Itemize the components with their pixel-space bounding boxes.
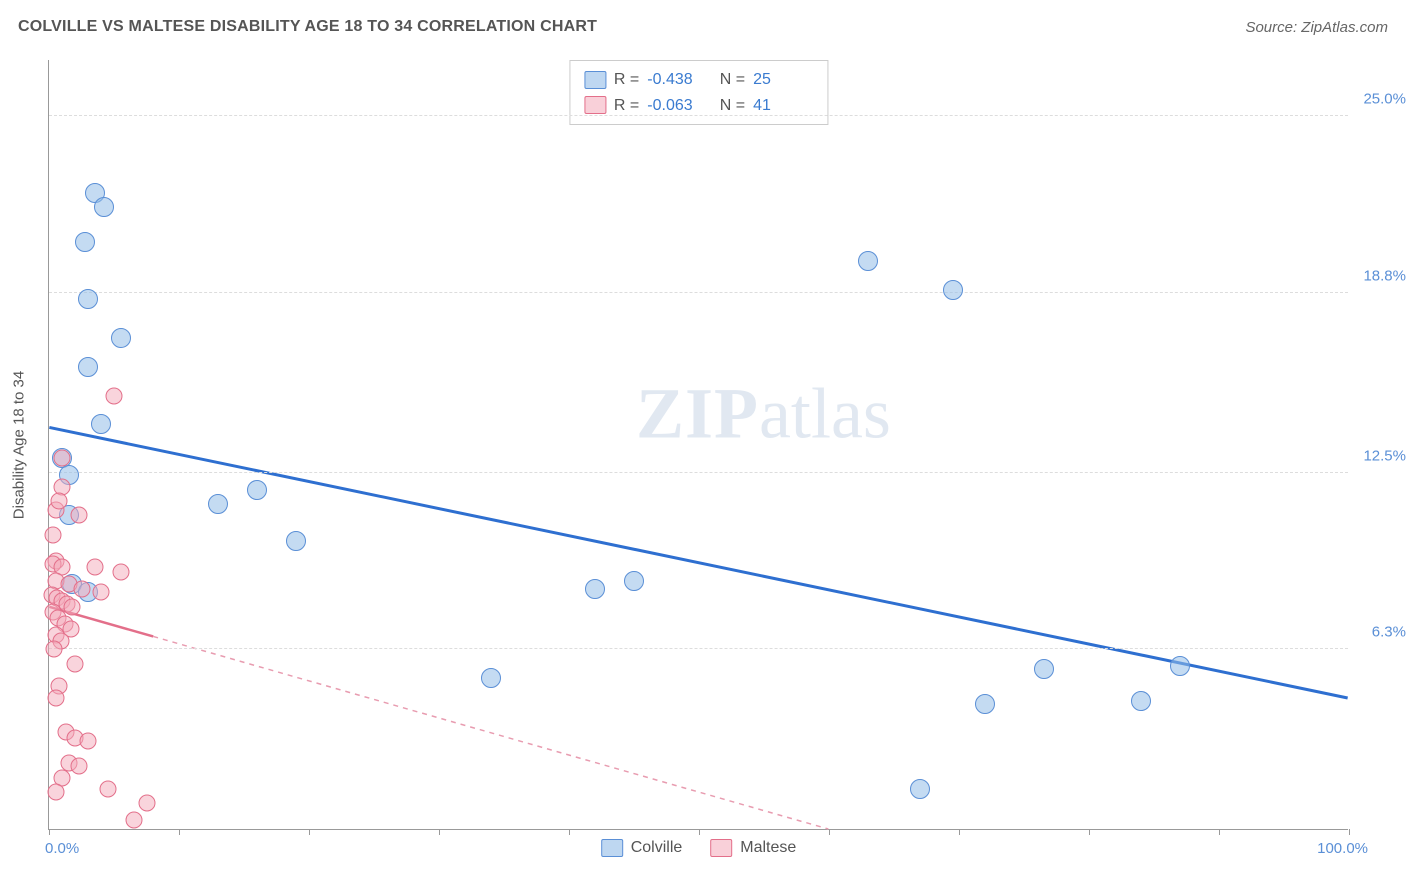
- legend-swatch: [601, 839, 623, 857]
- x-tick: [49, 829, 50, 835]
- data-point: [46, 641, 63, 658]
- legend-label: Maltese: [740, 839, 796, 857]
- data-point: [247, 480, 267, 500]
- data-point: [286, 531, 306, 551]
- data-point: [125, 812, 142, 829]
- y-axis-title: Disability Age 18 to 34: [11, 370, 28, 518]
- data-point: [91, 414, 111, 434]
- x-tick: [1349, 829, 1350, 835]
- data-point: [112, 564, 129, 581]
- data-point: [78, 289, 98, 309]
- data-point: [943, 280, 963, 300]
- data-point: [47, 689, 64, 706]
- data-point: [1170, 656, 1190, 676]
- y-tick-label: 12.5%: [1363, 447, 1406, 464]
- data-point: [78, 357, 98, 377]
- data-point: [208, 494, 228, 514]
- data-point: [99, 781, 116, 798]
- legend-swatch: [710, 839, 732, 857]
- data-point: [910, 779, 930, 799]
- data-point: [94, 197, 114, 217]
- data-point: [64, 598, 81, 615]
- data-point: [75, 232, 95, 252]
- y-tick-label: 25.0%: [1363, 91, 1406, 108]
- data-point: [70, 758, 87, 775]
- chart-title: COLVILLE VS MALTESE DISABILITY AGE 18 TO…: [18, 18, 597, 36]
- data-point: [80, 732, 97, 749]
- gridline: [49, 472, 1348, 473]
- data-point: [93, 584, 110, 601]
- data-point: [70, 507, 87, 524]
- data-point: [111, 328, 131, 348]
- source-label: Source: ZipAtlas.com: [1245, 19, 1388, 36]
- x-tick: [569, 829, 570, 835]
- gridline: [49, 115, 1348, 116]
- x-tick: [959, 829, 960, 835]
- gridline: [49, 648, 1348, 649]
- data-point: [1034, 659, 1054, 679]
- x-max-label: 100.0%: [1317, 840, 1368, 857]
- data-point: [975, 694, 995, 714]
- x-min-label: 0.0%: [45, 840, 79, 857]
- data-point: [481, 668, 501, 688]
- data-point: [67, 655, 84, 672]
- data-point: [138, 795, 155, 812]
- legend-item: Maltese: [710, 839, 796, 857]
- data-point: [73, 581, 90, 598]
- data-point: [51, 493, 68, 510]
- data-point: [47, 783, 64, 800]
- data-point: [86, 558, 103, 575]
- x-tick: [439, 829, 440, 835]
- legend-stat-row: R = -0.438 N = 25: [584, 67, 813, 93]
- legend-item: Colville: [601, 839, 683, 857]
- x-tick: [309, 829, 310, 835]
- watermark: ZIPatlas: [636, 372, 891, 455]
- legend-swatch: [584, 96, 606, 114]
- series-legend: Colville Maltese: [601, 839, 797, 857]
- data-point: [106, 387, 123, 404]
- data-point: [858, 251, 878, 271]
- x-tick: [829, 829, 830, 835]
- y-tick-label: 6.3%: [1372, 624, 1406, 641]
- data-point: [44, 527, 61, 544]
- legend-label: Colville: [631, 839, 683, 857]
- x-tick: [179, 829, 180, 835]
- legend-swatch: [584, 71, 606, 89]
- data-point: [54, 450, 71, 467]
- gridline: [49, 292, 1348, 293]
- data-point: [585, 579, 605, 599]
- scatter-plot: Disability Age 18 to 34 ZIPatlas R = -0.…: [48, 60, 1348, 830]
- data-point: [1131, 691, 1151, 711]
- data-point: [624, 571, 644, 591]
- x-tick: [699, 829, 700, 835]
- x-tick: [1219, 829, 1220, 835]
- x-tick: [1089, 829, 1090, 835]
- y-tick-label: 18.8%: [1363, 267, 1406, 284]
